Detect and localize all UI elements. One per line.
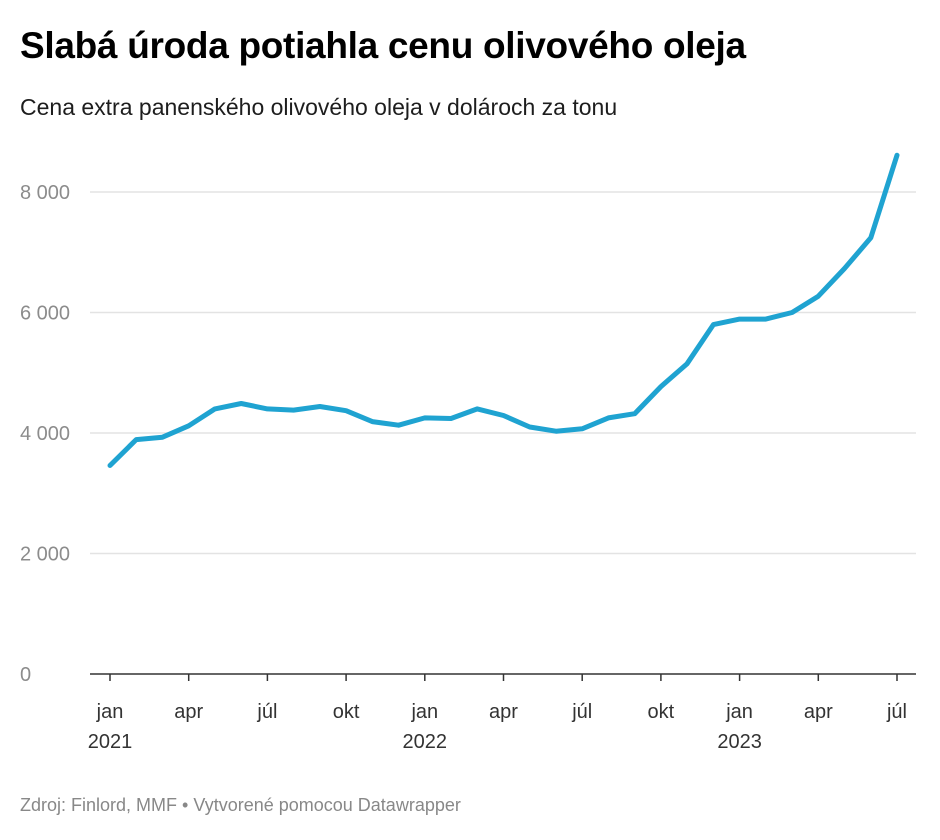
series-line xyxy=(107,152,900,468)
y-tick-label: 4 000 xyxy=(20,423,70,445)
y-tick-label: 6 000 xyxy=(20,303,70,325)
y-tick-label: 0 xyxy=(20,664,31,686)
x-tick-label: okt xyxy=(333,701,360,723)
source-note: Zdroj: Finlord, MMF xyxy=(20,795,178,815)
x-tick-label: jan xyxy=(96,701,124,723)
y-tick-label: 8 000 xyxy=(20,182,70,204)
x-tick-year-label: 2022 xyxy=(403,731,448,753)
footer-separator: • xyxy=(182,795,189,815)
series-layer xyxy=(107,152,900,468)
x-tick-label: okt xyxy=(648,701,675,723)
x-tick-label: júl xyxy=(886,701,907,723)
grid-lines xyxy=(90,191,916,555)
y-axis-ticks: 0 2 000 4 000 6 000 8 000 xyxy=(20,182,70,686)
x-tick-label: jan xyxy=(725,701,753,723)
credit-note: Vytvorené pomocou Datawrapper xyxy=(193,795,461,815)
x-tick-label: apr xyxy=(174,701,203,723)
x-tick-label: jan xyxy=(410,701,438,723)
x-tick-label: júl xyxy=(571,701,592,723)
chart-footer: Zdroj: Finlord, MMF • Vytvorené pomocou … xyxy=(20,792,461,818)
x-tick-year-label: 2023 xyxy=(717,731,762,753)
x-tick-label: júl xyxy=(256,701,277,723)
x-tick-label: apr xyxy=(804,701,833,723)
x-tick-label: apr xyxy=(489,701,518,723)
chart-subtitle: Cena extra panenského olivového oleja v … xyxy=(20,94,618,120)
x-axis-ticks: jan 2021 apr júl okt jan 2022 apr júl okt jan 2023 a… xyxy=(88,674,907,753)
y-tick-label: 2 000 xyxy=(20,544,70,566)
chart-title: Slabá úroda potiahla cenu olivového olej… xyxy=(20,25,746,66)
x-tick-year-label: 2021 xyxy=(88,731,133,753)
